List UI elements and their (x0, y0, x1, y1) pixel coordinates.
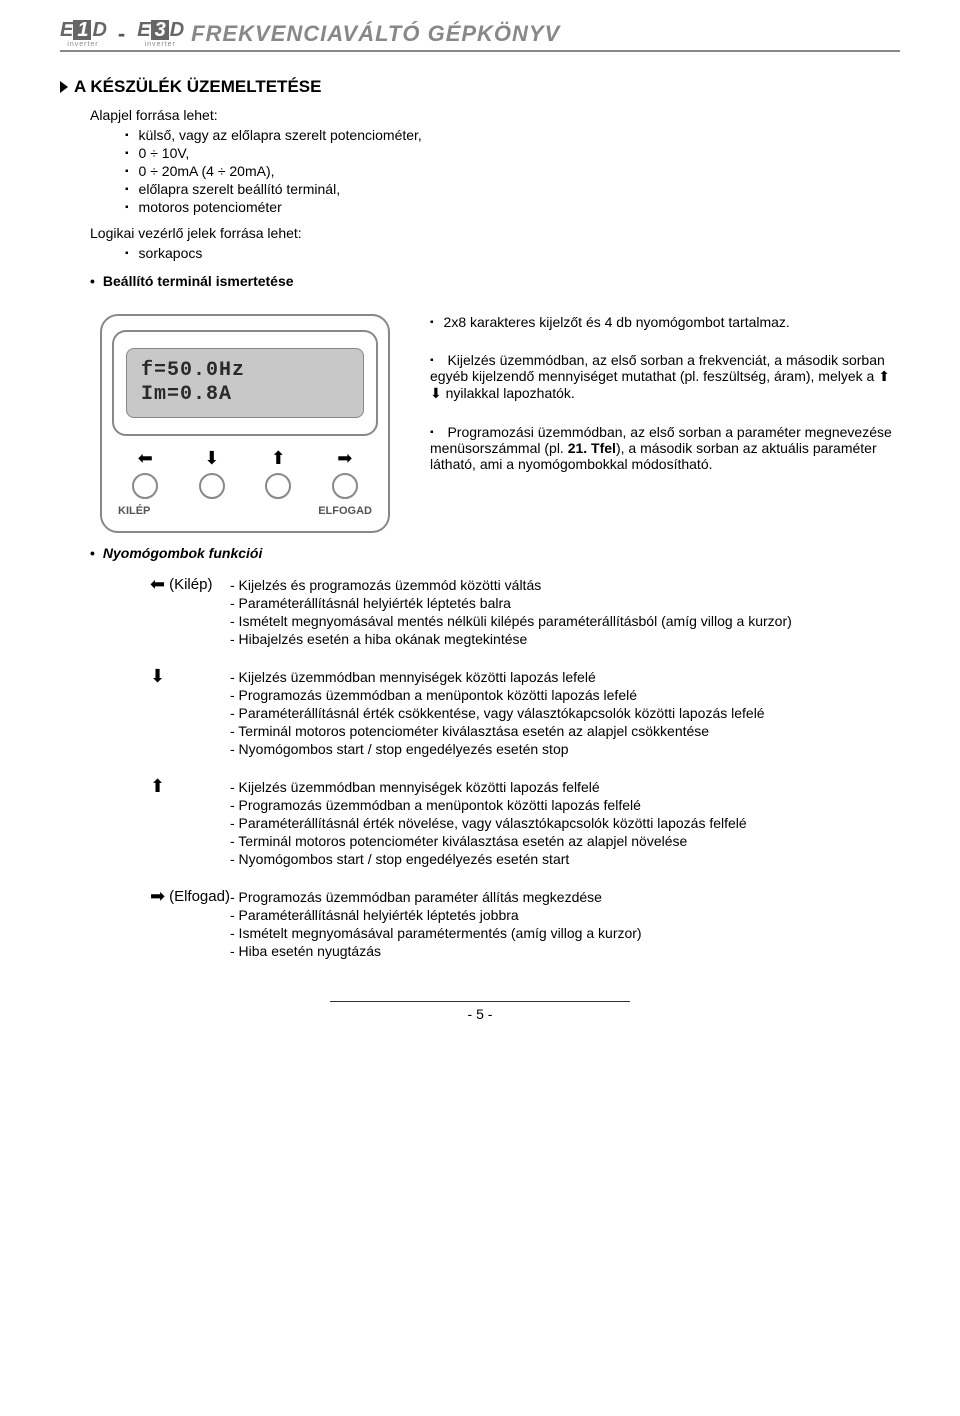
arrow-down-icon: ⬇ (430, 385, 442, 401)
desc2-b: nyilakkal lapozhatók. (442, 385, 575, 401)
func-lines: - Kijelzés üzemmódban mennyiségek között… (230, 777, 900, 869)
logo2-sub: inverter (145, 41, 176, 48)
desc-item-2: Kijelzés üzemmódban, az első sorban a fr… (430, 352, 900, 402)
func-lines: - Kijelzés és programozás üzemmód között… (230, 575, 900, 649)
func-line: - Terminál motoros potenciométer kiválas… (230, 833, 900, 849)
desc-item-3: Programozási üzemmódban, az első sorban … (430, 424, 900, 472)
lcd-line-2: Im=0.8A (141, 383, 349, 407)
func-line: - Paraméterállításnál helyiérték lépteté… (230, 595, 900, 611)
arrow-up-icon: ⬆ (150, 777, 165, 795)
arrow-row: ⬅ ⬇ ⬆ ➡ (112, 448, 378, 469)
func-line: - Programozás üzemmódban paraméter állít… (230, 889, 900, 905)
func-item-elfogad: ➡ (Elfogad) - Programozás üzemmódban par… (150, 887, 900, 961)
list-item: 0 ÷ 20mA (4 ÷ 20mA), (125, 163, 900, 179)
logo2-suffix: D (170, 19, 183, 41)
page-footer: - 5 - (60, 1001, 900, 1022)
button-labels: KILÉP ELFOGAD (112, 505, 378, 517)
triangle-icon (60, 81, 68, 93)
terminal-diagram: f=50.0Hz Im=0.8A ⬅ ⬇ ⬆ ➡ KILÉ (100, 314, 390, 533)
func-item-kilep: ⬅ (Kilép) - Kijelzés és programozás üzem… (150, 575, 900, 649)
func-line: - Nyomógombos start / stop engedélyezés … (230, 741, 900, 757)
func-label: (Kilép) (169, 576, 212, 593)
func-line: - Programozás üzemmódban a menüpontok kö… (230, 687, 900, 703)
func-line: - Hiba esetén nyugtázás (230, 943, 900, 959)
header-sep: - (118, 21, 125, 47)
source-list-1: külső, vagy az előlapra szerelt potencio… (125, 127, 900, 215)
button-circle (199, 473, 225, 499)
func-item-down: ⬇ - Kijelzés üzemmódban mennyiségek közö… (150, 667, 900, 759)
arrow-right-icon: ➡ (150, 887, 165, 905)
func-line: - Terminál motoros potenciométer kiválas… (230, 723, 900, 739)
subsection-bullet: Beállító terminál ismertetése (90, 273, 900, 289)
terminal-row: f=50.0Hz Im=0.8A ⬅ ⬇ ⬆ ➡ KILÉ (100, 314, 900, 533)
logo-e1d: E1D inverter (60, 20, 106, 48)
button-row (112, 473, 378, 499)
logo1-box: 1 (73, 20, 91, 40)
arrow-left-icon: ⬅ (138, 448, 153, 469)
arrow-down-icon: ⬇ (150, 667, 165, 685)
button-circle (265, 473, 291, 499)
arrow-right-icon: ➡ (337, 448, 352, 469)
functions-title: Nyomógombok funkciói (103, 545, 262, 561)
intro2-text: Logikai vezérlő jelek forrása lehet: (90, 225, 900, 241)
lcd-line-1: f=50.0Hz (141, 359, 349, 383)
func-line: - Paraméterállításnál helyiérték lépteté… (230, 907, 900, 923)
page-number: - 5 - (60, 1006, 900, 1022)
list-item: sorkapocs (125, 245, 900, 261)
arrow-down-icon: ⬇ (204, 448, 219, 469)
func-item-up: ⬆ - Kijelzés üzemmódban mennyiségek közö… (150, 777, 900, 869)
terminal-descriptions: 2x8 karakteres kijelzőt és 4 db nyomógom… (430, 314, 900, 494)
list-item: 0 ÷ 10V, (125, 145, 900, 161)
button-circle (132, 473, 158, 499)
func-line: - Paraméterállításnál érték növelése, va… (230, 815, 900, 831)
func-lines: - Kijelzés üzemmódban mennyiségek között… (230, 667, 900, 759)
lcd-frame: f=50.0Hz Im=0.8A (112, 330, 378, 436)
func-line: - Programozás üzemmódban a menüpontok kö… (230, 797, 900, 813)
section-body: Alapjel forrása lehet: külső, vagy az el… (90, 107, 900, 961)
list-item: külső, vagy az előlapra szerelt potencio… (125, 127, 900, 143)
logo-e3d: E3D inverter (137, 20, 183, 48)
desc-item-1: 2x8 karakteres kijelzőt és 4 db nyomógom… (430, 314, 900, 330)
intro-text: Alapjel forrása lehet: (90, 107, 900, 123)
func-line: - Kijelzés üzemmódban mennyiségek között… (230, 669, 900, 685)
func-line: - Hibajelzés esetén a hiba okának megtek… (230, 631, 900, 647)
page: E1D inverter - E3D inverter FREKVENCIAVÁ… (0, 0, 960, 1052)
func-line: - Paraméterállításnál érték csökkentése,… (230, 705, 900, 721)
list-item: motoros potenciométer (125, 199, 900, 215)
func-line: - Nyomógombos start / stop engedélyezés … (230, 851, 900, 867)
source-list-2: sorkapocs (125, 245, 900, 261)
header-title: FREKVENCIAVÁLTÓ GÉPKÖNYV (191, 21, 560, 47)
arrow-up-icon: ⬆ (271, 448, 286, 469)
arrow-up-icon: ⬆ (878, 368, 890, 384)
func-label: (Elfogad) (169, 888, 230, 905)
func-lines: - Programozás üzemmódban paraméter állít… (230, 887, 900, 961)
elfogad-label: ELFOGAD (318, 505, 372, 517)
func-line: - Kijelzés és programozás üzemmód között… (230, 577, 900, 593)
logo2-prefix: E (137, 19, 149, 41)
list-item: előlapra szerelt beállító terminál, (125, 181, 900, 197)
logo2-box: 3 (151, 20, 169, 40)
logo1-suffix: D (92, 19, 105, 41)
functions-bullet: Nyomógombok funkciói (90, 545, 900, 561)
func-line: - Kijelzés üzemmódban mennyiségek között… (230, 779, 900, 795)
lcd-display: f=50.0Hz Im=0.8A (126, 348, 364, 418)
logo1-sub: inverter (67, 41, 98, 48)
func-line: - Ismételt megnyomásával paramétermentés… (230, 925, 900, 941)
subsection-title: Beállító terminál ismertetése (103, 273, 294, 289)
kilep-label: KILÉP (118, 505, 150, 517)
arrow-left-icon: ⬅ (150, 575, 165, 593)
page-header: E1D inverter - E3D inverter FREKVENCIAVÁ… (60, 20, 900, 52)
func-line: - Ismételt megnyomásával mentés nélküli … (230, 613, 900, 629)
desc3-bold: 21. Tfel (568, 440, 616, 456)
functions-block: ⬅ (Kilép) - Kijelzés és programozás üzem… (120, 575, 900, 961)
section-heading: A KÉSZÜLÉK ÜZEMELTETÉSE (60, 77, 900, 97)
desc2-a: Kijelzés üzemmódban, az első sorban a fr… (430, 352, 885, 384)
button-circle (332, 473, 358, 499)
section-title: A KÉSZÜLÉK ÜZEMELTETÉSE (74, 77, 321, 97)
logo1-prefix: E (60, 19, 72, 41)
footer-line (330, 1001, 630, 1002)
